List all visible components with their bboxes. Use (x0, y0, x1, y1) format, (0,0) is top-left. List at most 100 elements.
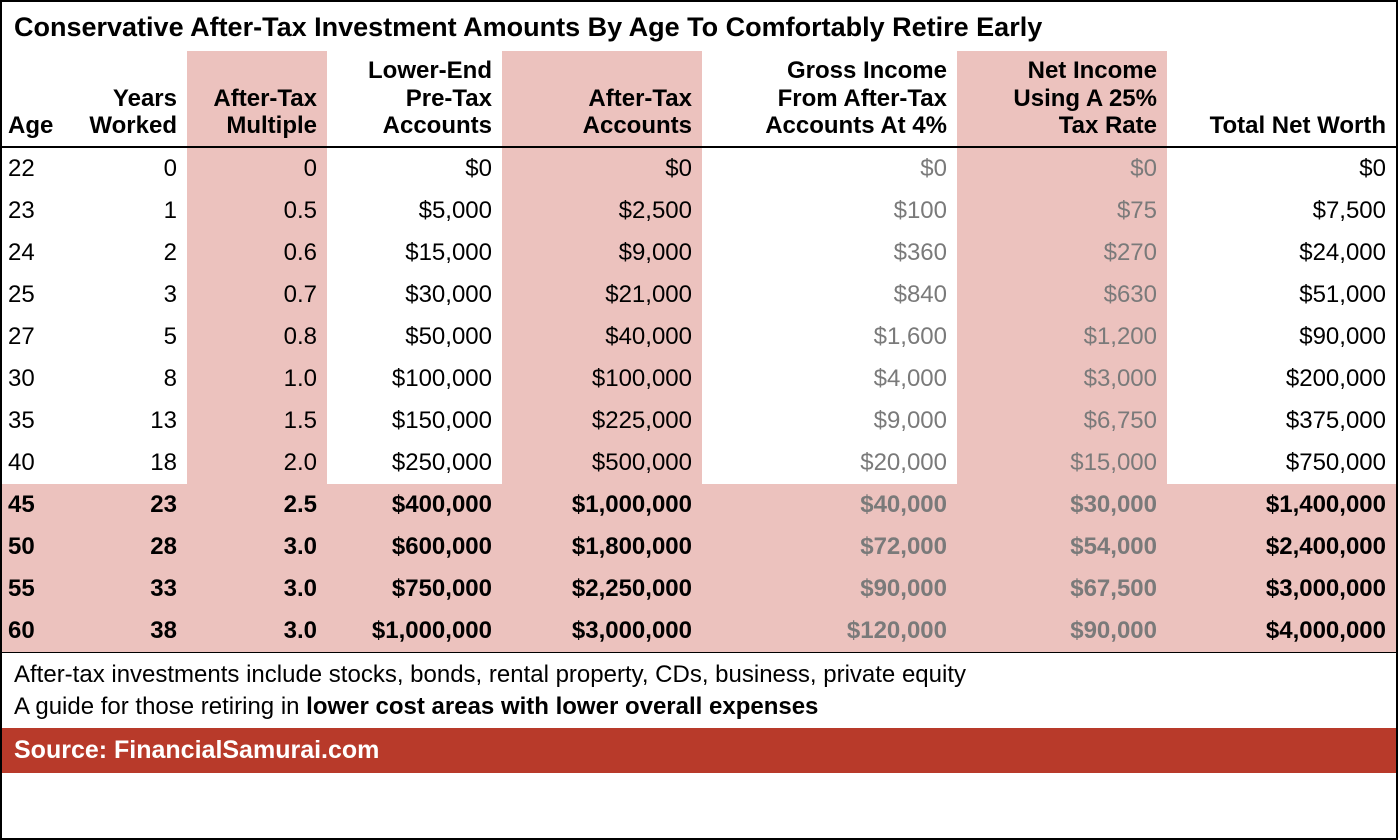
table-row: 35131.5$150,000$225,000$9,000$6,750$375,… (2, 400, 1396, 442)
table-row: 2750.8$50,000$40,000$1,600$1,200$90,000 (2, 316, 1396, 358)
cell-aftertax: $1,000,000 (502, 484, 702, 526)
cell-net: $6,750 (957, 400, 1167, 442)
cell-age: 22 (2, 147, 67, 190)
cell-years: 28 (67, 526, 187, 568)
cell-multiple: 3.0 (187, 610, 327, 652)
cell-pretax: $30,000 (327, 274, 502, 316)
cell-multiple: 1.0 (187, 358, 327, 400)
cell-networth: $200,000 (1167, 358, 1396, 400)
cell-aftertax: $3,000,000 (502, 610, 702, 652)
note-line-2: A guide for those retiring in lower cost… (14, 691, 1384, 723)
cell-pretax: $600,000 (327, 526, 502, 568)
cell-multiple: 0.7 (187, 274, 327, 316)
cell-pretax: $150,000 (327, 400, 502, 442)
cell-pretax: $750,000 (327, 568, 502, 610)
col-header-pretax: Lower-EndPre-TaxAccounts (327, 51, 502, 147)
cell-networth: $0 (1167, 147, 1396, 190)
col-header-aftertax: After-TaxAccounts (502, 51, 702, 147)
cell-networth: $375,000 (1167, 400, 1396, 442)
cell-networth: $51,000 (1167, 274, 1396, 316)
cell-gross: $1,600 (702, 316, 957, 358)
table-header-row: AgeYearsWorkedAfter-TaxMultipleLower-End… (2, 51, 1396, 147)
cell-net: $54,000 (957, 526, 1167, 568)
cell-age: 60 (2, 610, 67, 652)
table-row: 2420.6$15,000$9,000$360$270$24,000 (2, 232, 1396, 274)
cell-gross: $40,000 (702, 484, 957, 526)
cell-years: 23 (67, 484, 187, 526)
cell-pretax: $15,000 (327, 232, 502, 274)
cell-networth: $90,000 (1167, 316, 1396, 358)
cell-aftertax: $2,250,000 (502, 568, 702, 610)
cell-net: $67,500 (957, 568, 1167, 610)
cell-pretax: $50,000 (327, 316, 502, 358)
table-row: 60383.0$1,000,000$3,000,000$120,000$90,0… (2, 610, 1396, 652)
cell-net: $15,000 (957, 442, 1167, 484)
cell-age: 30 (2, 358, 67, 400)
cell-net: $90,000 (957, 610, 1167, 652)
cell-aftertax: $0 (502, 147, 702, 190)
cell-networth: $3,000,000 (1167, 568, 1396, 610)
table-row: 2200$0$0$0$0$0 (2, 147, 1396, 190)
cell-multiple: 2.5 (187, 484, 327, 526)
col-header-years: YearsWorked (67, 51, 187, 147)
cell-pretax: $400,000 (327, 484, 502, 526)
cell-age: 55 (2, 568, 67, 610)
cell-gross: $4,000 (702, 358, 957, 400)
cell-gross: $120,000 (702, 610, 957, 652)
cell-age: 35 (2, 400, 67, 442)
cell-age: 25 (2, 274, 67, 316)
table-row: 3081.0$100,000$100,000$4,000$3,000$200,0… (2, 358, 1396, 400)
cell-multiple: 0 (187, 147, 327, 190)
cell-years: 2 (67, 232, 187, 274)
cell-gross: $360 (702, 232, 957, 274)
cell-years: 3 (67, 274, 187, 316)
cell-multiple: 0.6 (187, 232, 327, 274)
table-row: 45232.5$400,000$1,000,000$40,000$30,000$… (2, 484, 1396, 526)
cell-multiple: 2.0 (187, 442, 327, 484)
cell-net: $75 (957, 190, 1167, 232)
cell-net: $30,000 (957, 484, 1167, 526)
cell-gross: $0 (702, 147, 957, 190)
cell-networth: $24,000 (1167, 232, 1396, 274)
cell-gross: $100 (702, 190, 957, 232)
col-header-networth: Total Net Worth (1167, 51, 1396, 147)
cell-pretax: $5,000 (327, 190, 502, 232)
cell-net: $3,000 (957, 358, 1167, 400)
cell-years: 18 (67, 442, 187, 484)
cell-gross: $20,000 (702, 442, 957, 484)
cell-networth: $1,400,000 (1167, 484, 1396, 526)
cell-years: 0 (67, 147, 187, 190)
col-header-age: Age (2, 51, 67, 147)
cell-networth: $2,400,000 (1167, 526, 1396, 568)
cell-net: $270 (957, 232, 1167, 274)
cell-gross: $72,000 (702, 526, 957, 568)
table-row: 2310.5$5,000$2,500$100$75$7,500 (2, 190, 1396, 232)
cell-age: 27 (2, 316, 67, 358)
cell-multiple: 0.5 (187, 190, 327, 232)
page-title: Conservative After-Tax Investment Amount… (2, 2, 1396, 51)
table-container: Conservative After-Tax Investment Amount… (0, 0, 1398, 840)
cell-age: 40 (2, 442, 67, 484)
cell-networth: $4,000,000 (1167, 610, 1396, 652)
cell-net: $1,200 (957, 316, 1167, 358)
cell-years: 33 (67, 568, 187, 610)
cell-gross: $9,000 (702, 400, 957, 442)
cell-aftertax: $40,000 (502, 316, 702, 358)
note-line-2-bold: lower cost areas with lower overall expe… (306, 693, 818, 720)
table-row: 55333.0$750,000$2,250,000$90,000$67,500$… (2, 568, 1396, 610)
cell-gross: $90,000 (702, 568, 957, 610)
cell-pretax: $250,000 (327, 442, 502, 484)
cell-aftertax: $9,000 (502, 232, 702, 274)
table-row: 50283.0$600,000$1,800,000$72,000$54,000$… (2, 526, 1396, 568)
cell-networth: $750,000 (1167, 442, 1396, 484)
table-row: 40182.0$250,000$500,000$20,000$15,000$75… (2, 442, 1396, 484)
cell-years: 8 (67, 358, 187, 400)
cell-years: 1 (67, 190, 187, 232)
cell-multiple: 0.8 (187, 316, 327, 358)
cell-age: 23 (2, 190, 67, 232)
col-header-net: Net IncomeUsing A 25%Tax Rate (957, 51, 1167, 147)
cell-years: 13 (67, 400, 187, 442)
investment-table: AgeYearsWorkedAfter-TaxMultipleLower-End… (2, 51, 1396, 652)
cell-networth: $7,500 (1167, 190, 1396, 232)
cell-multiple: 3.0 (187, 568, 327, 610)
